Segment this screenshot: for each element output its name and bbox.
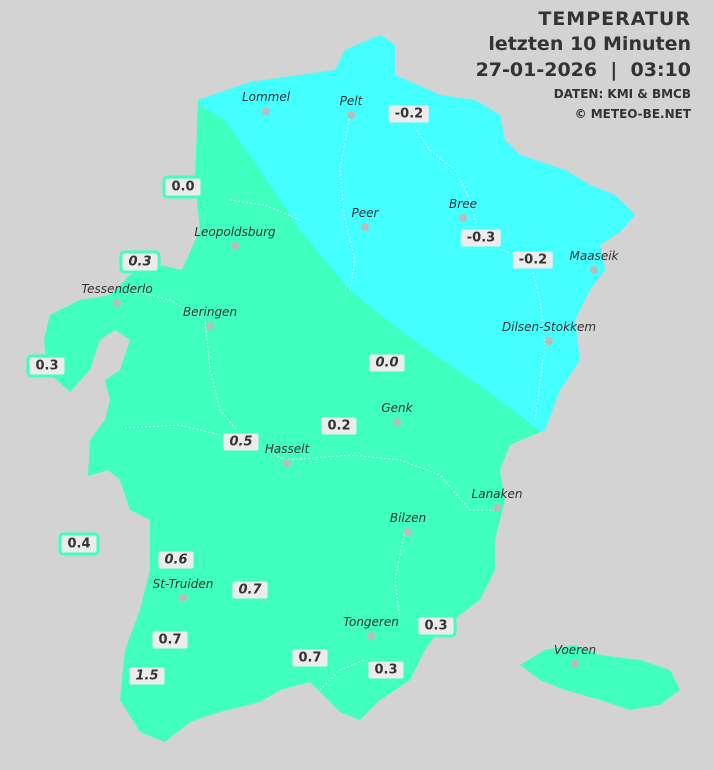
city-dot: [590, 266, 598, 274]
temperature-reading: 0.3: [26, 354, 68, 378]
city-label: Hasselt: [264, 442, 310, 456]
temperature-reading: 0.5: [220, 430, 262, 454]
city-label: Lanaken: [471, 487, 523, 501]
map-title: TEMPERATUR: [538, 8, 691, 30]
temperature-reading: 0.2: [318, 414, 360, 438]
city-dot: [206, 322, 214, 330]
temperature-reading: 0.3: [365, 658, 407, 682]
temperature-reading: 1.5: [126, 664, 168, 688]
temperature-reading: 0.3: [119, 250, 161, 274]
map-datetime: 27-01-2026 | 03:10: [475, 59, 691, 81]
temperature-reading: 0.4: [58, 532, 100, 556]
city-label: Genk: [381, 401, 413, 415]
city-dot: [393, 418, 401, 426]
temperature-reading: 0.3: [415, 614, 457, 638]
city-dot: [283, 459, 291, 467]
copyright: © METEO-BE.NET: [574, 107, 691, 121]
city-dot: [493, 504, 501, 512]
city-dot: [347, 111, 355, 119]
city-label: Leopoldsburg: [194, 225, 276, 239]
temperature-reading: -0.3: [457, 226, 505, 250]
temperature-reading: 0.6: [155, 548, 197, 572]
temperature-reading: 0.7: [149, 628, 191, 652]
city-dot: [571, 660, 579, 668]
city-label: Beringen: [182, 305, 238, 319]
city-dot: [113, 299, 121, 307]
city-dot: [231, 242, 239, 250]
temperature-reading: 0.7: [289, 646, 331, 670]
city-label: Bree: [449, 197, 477, 211]
city-label: Maaseik: [569, 249, 619, 263]
temperature-reading: -0.2: [385, 102, 433, 126]
temperature-reading: 0.0: [162, 175, 204, 199]
city-label: Tessenderlo: [81, 282, 153, 296]
city-label: Lommel: [241, 90, 291, 104]
city-dot: [262, 107, 270, 115]
city-dot: [179, 594, 187, 602]
city-label: Bilzen: [389, 511, 427, 525]
city-dot: [361, 223, 369, 231]
city-label: Peer: [351, 206, 379, 220]
temperature-reading: -0.2: [509, 248, 557, 272]
city-label: Voeren: [553, 643, 597, 657]
city-label: Pelt: [339, 94, 363, 108]
map-subtitle: letzten 10 Minuten: [488, 33, 691, 55]
voeren-enclave: [520, 645, 680, 710]
city-dot: [545, 337, 553, 345]
city-dot: [459, 214, 467, 222]
temperature-reading: 0.7: [229, 578, 271, 602]
city-label: Dilsen-Stokkem: [501, 320, 597, 334]
city-label: St-Truiden: [152, 577, 214, 591]
city-label: Tongeren: [343, 615, 399, 629]
temperature-reading: 0.0: [366, 351, 408, 375]
city-dot: [367, 632, 375, 640]
data-source: DATEN: KMI & BMCB: [553, 87, 691, 101]
city-dot: [404, 528, 412, 536]
roads: [124, 114, 546, 691]
